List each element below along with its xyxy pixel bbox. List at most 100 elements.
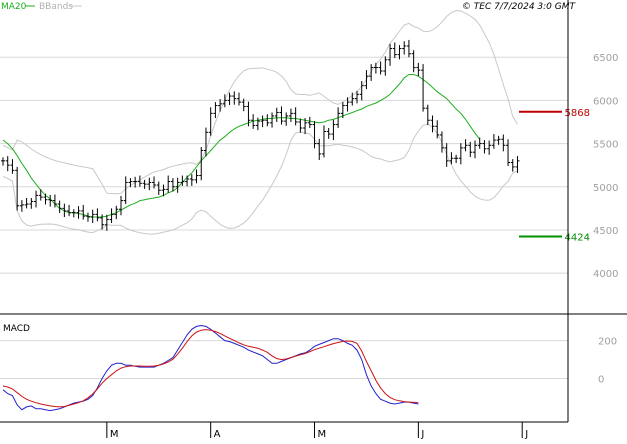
price-bar: [142, 179, 147, 189]
price-bar: [340, 102, 345, 119]
price-bar: [180, 175, 185, 186]
x-tick-label: J: [524, 429, 528, 440]
price-tick-label: 4000: [593, 269, 618, 280]
price-bar: [369, 64, 374, 81]
price-bar: [468, 141, 473, 157]
price-bar: [241, 98, 246, 112]
price-bar: [67, 204, 72, 217]
price-bar: [85, 212, 90, 222]
price-bar: [388, 43, 393, 66]
price-bars: [1, 39, 520, 231]
price-bar: [15, 166, 20, 211]
price-bar: [355, 90, 359, 104]
macd-label: MACD: [3, 324, 30, 334]
price-bar: [421, 64, 426, 112]
price-bar: [156, 181, 161, 195]
price-bar: [166, 175, 171, 193]
price-bar: [345, 97, 350, 112]
price-bar: [378, 61, 383, 75]
price-bar: [383, 56, 388, 76]
price-bar: [491, 134, 496, 149]
price-bar: [76, 206, 81, 219]
price-bar: [425, 104, 430, 125]
price-bar: [463, 139, 468, 152]
macd-line: [2, 324, 419, 412]
price-bar: [336, 107, 341, 129]
price-bar: [185, 175, 190, 187]
price-bar: [95, 208, 100, 222]
price-bar: [170, 178, 175, 192]
price-bar: [19, 200, 24, 212]
price-bar: [496, 135, 501, 145]
price-bar: [284, 112, 289, 126]
price-bar: [454, 154, 459, 163]
price-bar: [402, 41, 407, 55]
price-bar: [473, 140, 477, 159]
price-bar: [71, 209, 76, 218]
bollinger-lower: [2, 123, 518, 235]
price-bar: [38, 189, 43, 201]
macd-tick-label: 200: [598, 337, 617, 348]
moving-average: [2, 74, 481, 218]
gridlines: [0, 56, 568, 379]
price-bar: [430, 115, 435, 133]
x-tick-label: A: [214, 429, 221, 440]
price-bar: [128, 178, 133, 188]
price-bar: [100, 214, 105, 230]
price-bar: [152, 176, 157, 189]
price-bar: [147, 177, 152, 191]
price-bar: [34, 190, 39, 208]
price-bar: [288, 108, 293, 122]
price-bar: [81, 204, 86, 220]
price-levels: 5868 4424: [519, 108, 590, 244]
macd-tick-label: 0: [598, 374, 604, 385]
price-bar: [392, 42, 397, 59]
x-tick-label: M: [318, 429, 327, 440]
price-bar: [416, 62, 421, 77]
price-bar: [104, 214, 109, 231]
price-bar: [293, 107, 298, 126]
price-bar: [57, 200, 62, 214]
price-bar: [232, 91, 237, 105]
price-bar: [331, 119, 336, 141]
price-bar: [90, 209, 95, 224]
price-bar: [501, 134, 506, 152]
price-bar: [506, 139, 511, 167]
price-bar: [260, 115, 265, 128]
support-label: 4424: [565, 233, 590, 244]
price-bar: [251, 114, 256, 129]
price-bar: [274, 107, 279, 122]
price-bar: [218, 99, 223, 112]
price-bar: [406, 39, 411, 58]
price-bar: [439, 131, 444, 153]
price-bar: [364, 70, 369, 90]
price-bar: [137, 175, 142, 187]
price-bar: [255, 117, 260, 131]
price-bar: [213, 102, 218, 119]
legend-bbands: BBands: [39, 2, 73, 12]
price-bar: [477, 137, 482, 149]
price-tick-label: 6000: [593, 96, 618, 107]
price-bar: [10, 159, 15, 174]
price-bar: [458, 143, 463, 165]
price-bar: [510, 159, 515, 172]
x-tick-label: J: [420, 429, 424, 440]
price-bar: [29, 197, 34, 209]
price-bar: [175, 177, 180, 193]
price-bar: [303, 118, 308, 135]
price-bar: [312, 121, 317, 149]
price-bar: [227, 92, 232, 106]
price-bar: [279, 106, 284, 125]
price-bar: [24, 197, 29, 209]
resistance-label: 5868: [565, 108, 590, 119]
price-bar: [373, 62, 378, 74]
price-bar: [246, 101, 251, 127]
price-bar: [515, 156, 520, 173]
price-bar: [203, 127, 208, 157]
price-bar: [114, 205, 119, 220]
bollinger-upper: [2, 9, 518, 195]
price-tick-label: 6500: [593, 53, 618, 64]
price-bar: [317, 138, 322, 160]
price-bar: [62, 203, 67, 217]
